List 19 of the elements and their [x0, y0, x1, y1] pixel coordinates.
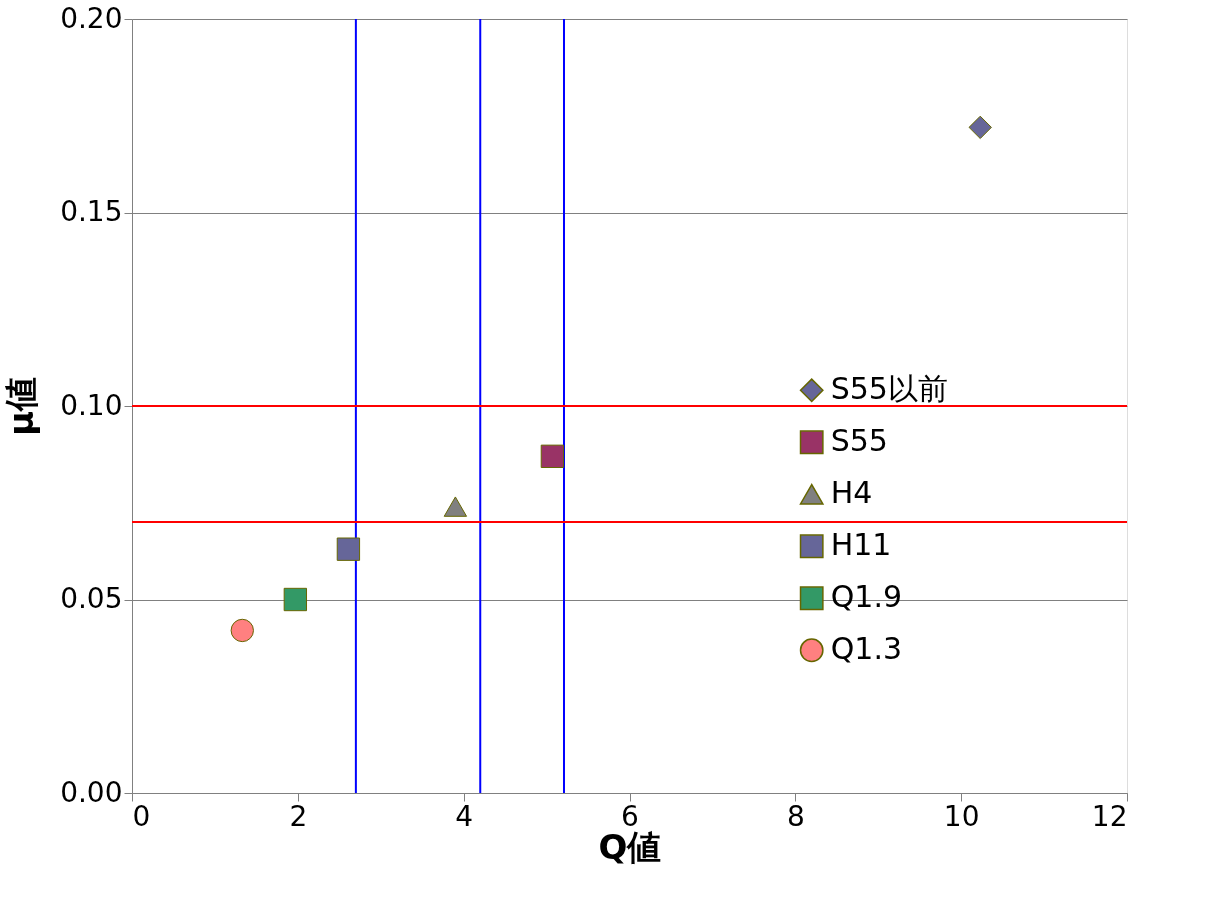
y-tick-label: 0.00 [60, 775, 123, 809]
legend-label: Q1.3 [830, 631, 903, 667]
legend-label: Q1.9 [830, 579, 903, 615]
y-tick-label: 0.05 [60, 582, 123, 615]
x-tick-label: 2 [289, 799, 308, 833]
legend-label: S55以前 [830, 371, 948, 407]
x-tick-label: 10 [943, 799, 980, 833]
legend-label: H11 [830, 527, 892, 563]
y-tick-label: 0.15 [60, 195, 123, 228]
y-axis-title: μ値 [1, 376, 42, 437]
x-tick-label: 8 [786, 799, 805, 833]
x-tick-label: 0 [132, 799, 151, 833]
x-tick-label: 12 [1091, 799, 1128, 833]
legend-label: S55 [830, 423, 888, 459]
y-tick-label: 0.20 [60, 1, 123, 35]
x-axis-title: Q値 [598, 826, 662, 867]
x-tick-label: 4 [455, 799, 474, 833]
y-tick-label: 0.10 [60, 388, 123, 422]
legend-label: H4 [830, 475, 873, 511]
